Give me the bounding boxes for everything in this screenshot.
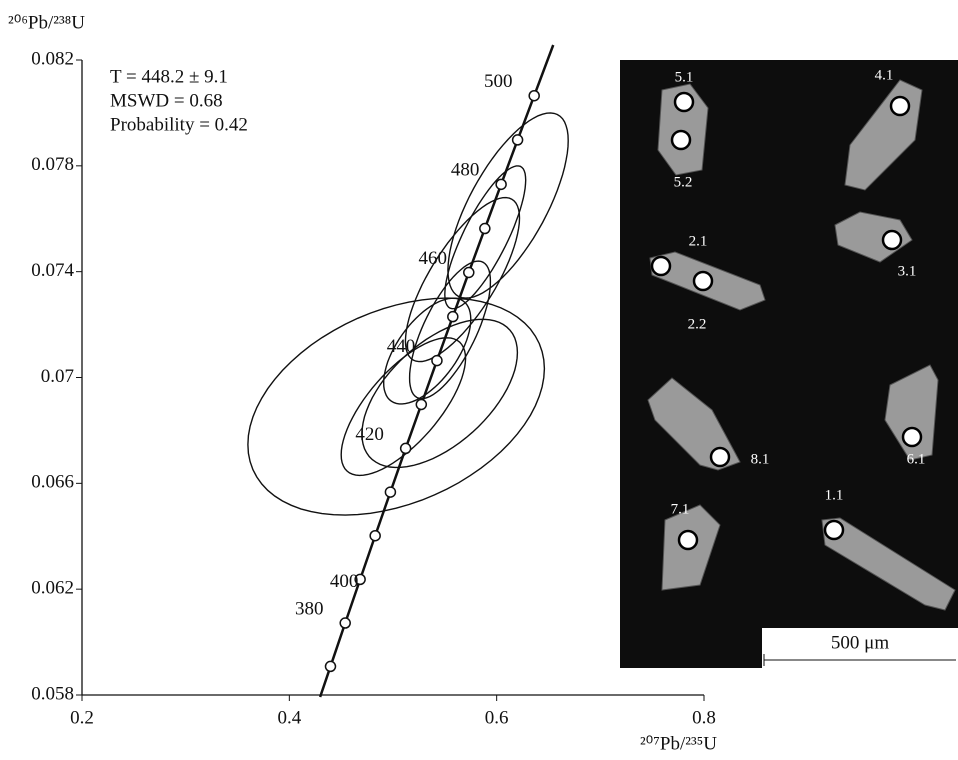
annotation: Probability = 0.42	[110, 114, 248, 135]
y-tick-label: 0.058	[31, 683, 74, 704]
age-label: 380	[295, 598, 324, 619]
analysis-spot	[903, 428, 921, 446]
annotation: T = 448.2 ± 9.1	[110, 66, 228, 87]
age-marker	[325, 661, 335, 671]
age-label: 420	[355, 424, 384, 445]
y-tick-label: 0.066	[31, 472, 74, 493]
y-tick-label: 0.078	[31, 154, 74, 175]
analysis-spot	[675, 93, 693, 111]
age-label: 400	[330, 571, 359, 592]
analysis-spot	[711, 448, 729, 466]
spot-label: 7.1	[671, 501, 690, 517]
analysis-spot	[679, 531, 697, 549]
age-marker	[416, 399, 426, 409]
analysis-spot	[883, 231, 901, 249]
age-label: 480	[451, 160, 480, 181]
scale-bar-label: 500 μm	[831, 632, 889, 653]
age-marker	[370, 531, 380, 541]
age-marker	[496, 179, 506, 189]
spot-label: 2.1	[689, 233, 708, 249]
y-tick-label: 0.062	[31, 578, 74, 599]
x-tick-label: 0.2	[70, 707, 94, 728]
age-marker	[448, 312, 458, 322]
x-tick-label: 0.6	[485, 707, 509, 728]
spot-label: 5.2	[674, 174, 693, 190]
y-tick-label: 0.07	[41, 366, 74, 387]
analysis-spot	[825, 521, 843, 539]
spot-label: 4.1	[875, 67, 894, 83]
concordia-extension	[534, 45, 553, 96]
age-marker	[513, 135, 523, 145]
spot-label: 6.1	[907, 451, 926, 467]
analysis-spot	[652, 257, 670, 275]
analysis-spot	[672, 131, 690, 149]
age-marker	[432, 356, 442, 366]
age-label: 500	[484, 71, 513, 92]
age-marker	[340, 618, 350, 628]
spot-label: 2.2	[688, 316, 707, 332]
age-marker	[480, 224, 490, 234]
spot-label: 5.1	[675, 69, 694, 85]
x-axis-label: ²⁰⁷Pb/²³⁵U	[640, 733, 717, 754]
spot-label: 8.1	[751, 451, 770, 467]
error-ellipse	[445, 166, 526, 309]
error-ellipse	[248, 298, 545, 515]
y-tick-label: 0.082	[31, 48, 74, 69]
age-marker	[401, 443, 411, 453]
x-tick-label: 0.4	[277, 707, 301, 728]
y-axis-label: ²⁰⁶Pb/²³⁸U	[8, 12, 85, 33]
spot-label: 1.1	[825, 487, 844, 503]
analysis-spot	[891, 97, 909, 115]
error-ellipse	[410, 261, 491, 399]
chart: 500 μm 5.1 5.2 4.1 2.1 2.2 3.1 8.1 6.1 7.1 1.1 ²⁰…	[0, 0, 958, 760]
age-marker	[385, 487, 395, 497]
age-label: 460	[419, 248, 448, 269]
age-label: 440	[387, 336, 416, 357]
cl-image: 500 μm 5.1 5.2 4.1 2.1 2.2 3.1 8.1 6.1 7.1 1.1	[620, 60, 958, 668]
spot-label: 3.1	[898, 263, 917, 279]
x-tick-label: 0.8	[692, 707, 716, 728]
error-ellipse	[405, 198, 519, 362]
analysis-spot	[694, 272, 712, 290]
y-tick-label: 0.074	[31, 260, 74, 281]
age-marker	[529, 91, 539, 101]
annotation: MSWD = 0.68	[110, 90, 223, 111]
age-marker	[464, 267, 474, 277]
